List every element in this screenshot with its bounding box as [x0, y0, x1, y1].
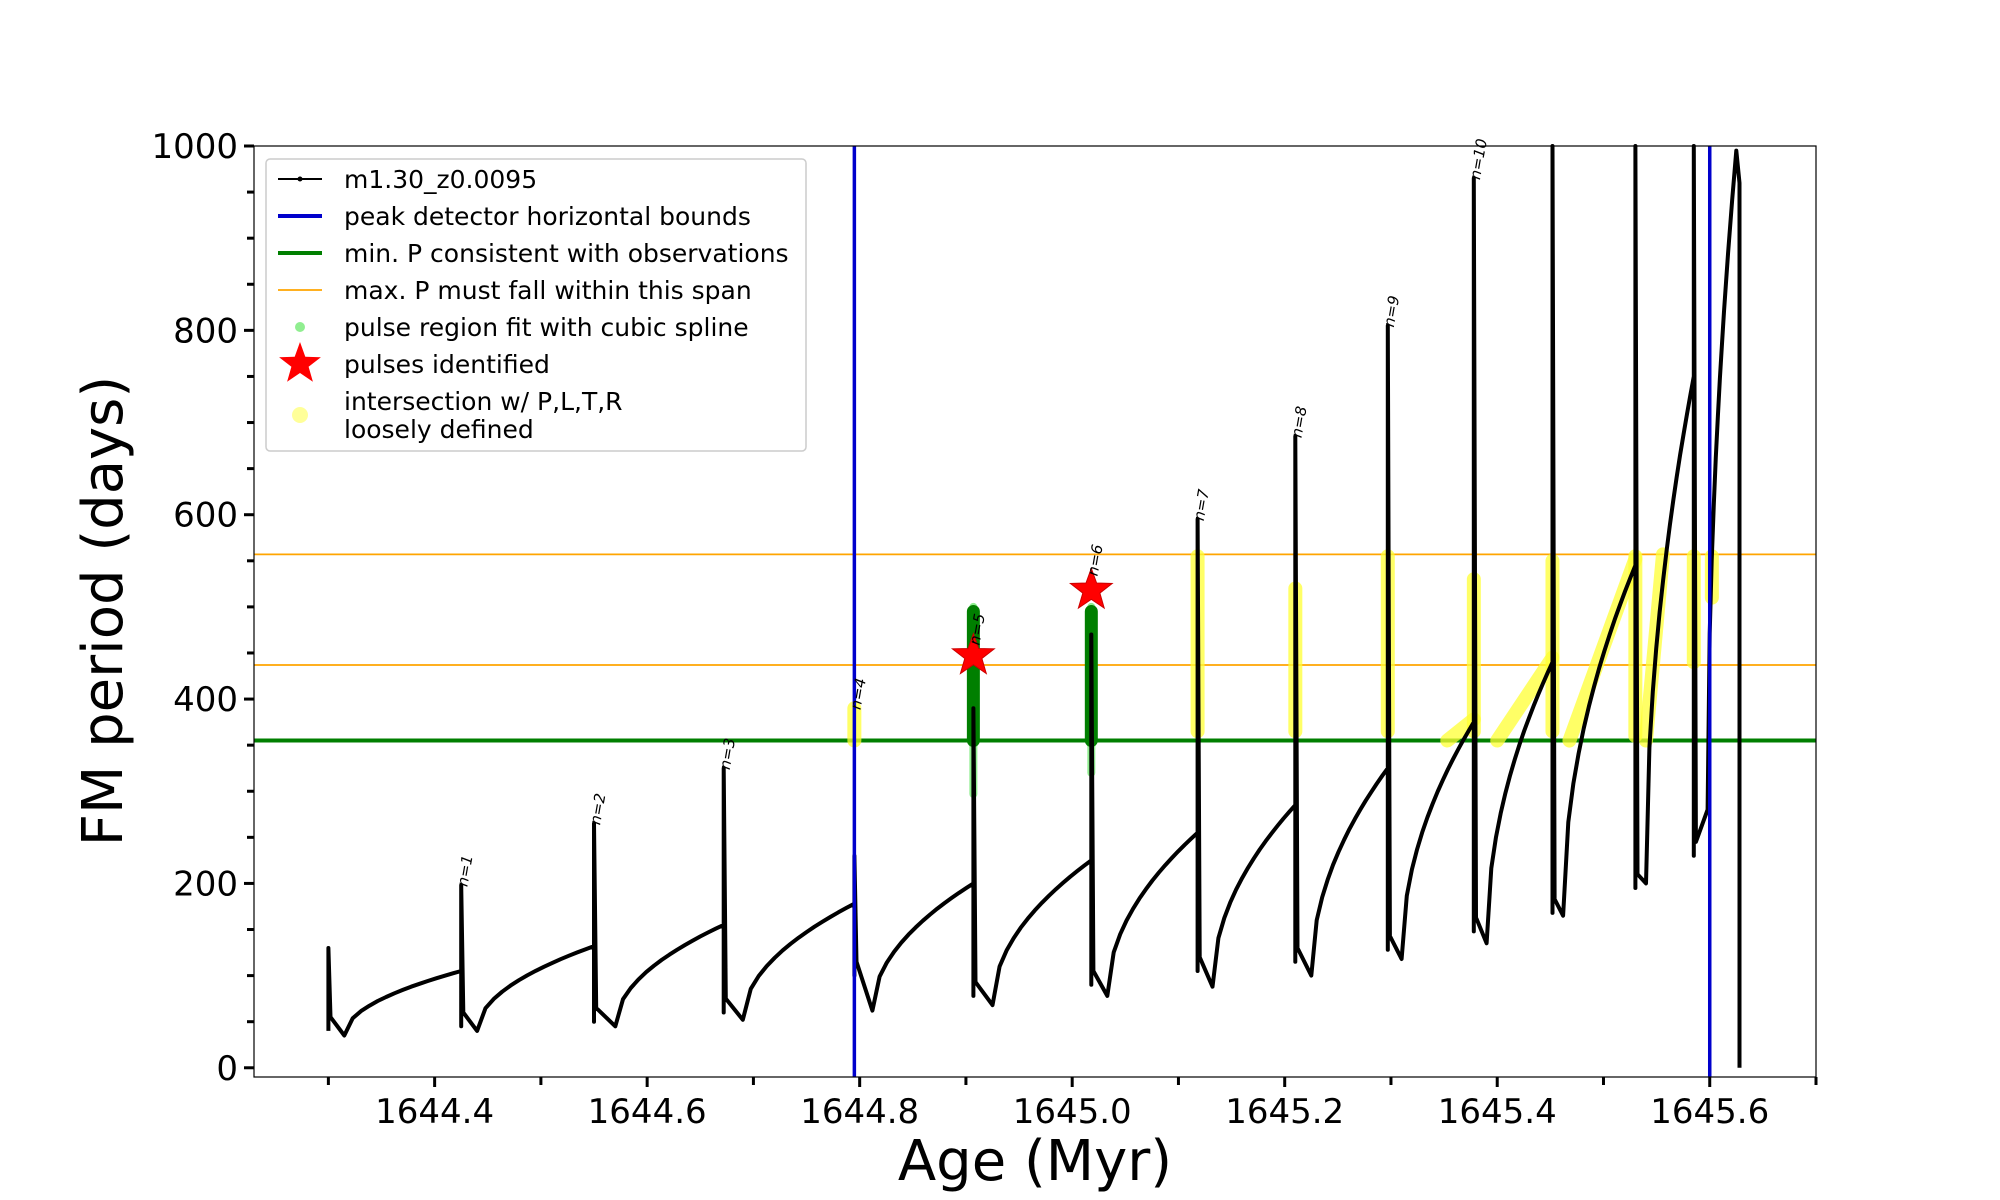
y-tick-label-0: 0 [216, 1049, 238, 1089]
y-tick-label-800: 800 [173, 311, 238, 351]
x-tick-label-1: 1644.6 [588, 1092, 707, 1132]
legend-swatch-5 [279, 342, 321, 382]
legend-label-4: pulse region fit with cubic spline [344, 313, 749, 342]
legend-label-0: m1.30_z0.0095 [344, 165, 537, 194]
pulse-star-0 [950, 632, 996, 675]
legend-box [265, 158, 807, 452]
annotation-n=5: n=5 [966, 612, 989, 646]
legend-label-2: min. P consistent with observations [344, 239, 789, 268]
y-axis-title: FM period (days) [71, 376, 136, 846]
legend-swatch-dot-0 [297, 176, 303, 182]
annotation-n=2: n=2 [586, 792, 609, 826]
x-tick-label-5: 1645.4 [1438, 1092, 1557, 1132]
axes-layer: 0 200 400 600 800 1000 1644.4 1644.6 1644.8 1645.… [151, 127, 1818, 1132]
legend-label-5: pulses identified [344, 350, 550, 379]
legend-label-6-line2: loosely defined [344, 415, 534, 444]
x-tick-label-0: 1644.4 [375, 1092, 494, 1132]
series-layer [326, 144, 1742, 1068]
x-tick-label-4: 1645.2 [1225, 1092, 1344, 1132]
series-line-m1.30_z0.0095 [326, 144, 1742, 1068]
x-tick-label-2: 1644.8 [800, 1092, 919, 1132]
legend-swatch-4 [295, 322, 305, 332]
pulse-star-1 [1068, 566, 1114, 610]
annotations-layer: n=1n=2n=3n=4n=5n=6n=7n=8n=9n=10 [453, 137, 1491, 888]
annotation-n=8: n=8 [1288, 405, 1311, 439]
x-axis-title: Age (Myr) [898, 1129, 1172, 1194]
annotation-n=7: n=7 [1190, 487, 1213, 522]
intersection-segment-10 [1490, 650, 1560, 748]
y-tick-label-400: 400 [173, 680, 238, 720]
annotation-n=6: n=6 [1084, 543, 1107, 577]
legend-label-3: max. P must fall within this span [344, 276, 752, 305]
y-tick-label-200: 200 [173, 864, 238, 904]
x-tick-label-3: 1645.0 [1013, 1092, 1132, 1132]
annotation-n=1: n=1 [453, 854, 476, 888]
legend-label-6: intersection w/ P,L,T,R [344, 387, 623, 416]
annotation-n=4: n=4 [847, 677, 870, 711]
plot-frame [253, 145, 1817, 1078]
y-tick-label-1000: 1000 [151, 127, 238, 167]
y-tick-label-600: 600 [173, 496, 238, 536]
intersection-segment-9 [1440, 712, 1481, 748]
annotation-n=3: n=3 [716, 737, 739, 771]
annotation-n=9: n=9 [1380, 294, 1403, 328]
legend-label-1: peak detector horizontal bounds [344, 202, 751, 231]
legend-swatch-6 [292, 407, 308, 423]
x-tick-label-6: 1645.6 [1650, 1092, 1769, 1132]
markers-layer [852, 146, 1712, 1077]
